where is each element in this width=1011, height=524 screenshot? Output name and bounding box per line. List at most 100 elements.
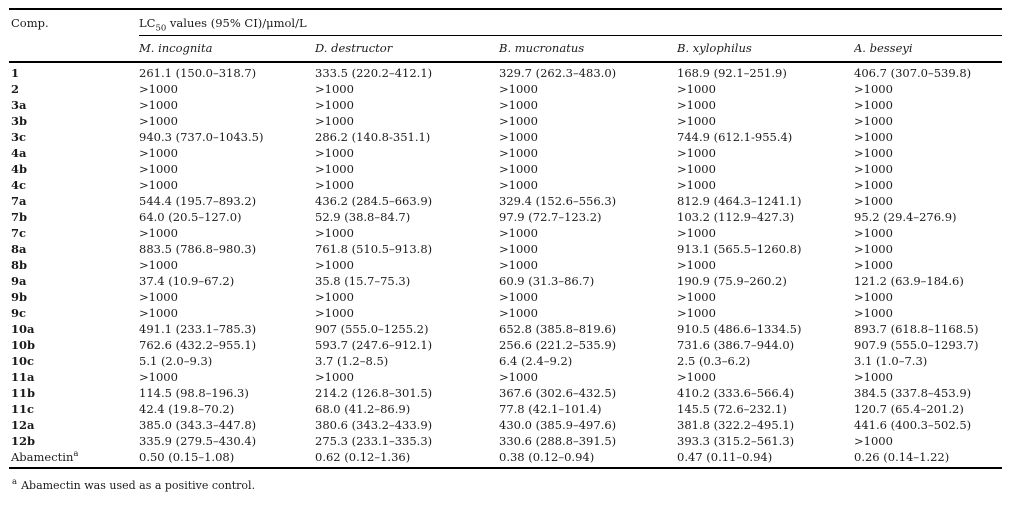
compound-label: 8b bbox=[9, 257, 139, 273]
lc50-value-cell: 95.2 (29.4–276.9) bbox=[854, 210, 957, 224]
lc50-table: Comp. LC50 values (95% CI)/μmol/L M. inc… bbox=[9, 8, 1002, 469]
lc50-value-cell: 190.9 (75.9–260.2) bbox=[677, 274, 787, 288]
lc50-units: values (95% CI)/μmol/L bbox=[166, 16, 307, 30]
lc50-value-cell: 6.4 (2.4–9.2) bbox=[499, 354, 573, 368]
compound-name: 12a bbox=[11, 418, 35, 432]
lc50-value-cell: >1000 bbox=[854, 306, 893, 320]
lc50-value-cell: >1000 bbox=[139, 306, 178, 320]
lc50-value-cell: >1000 bbox=[677, 290, 716, 304]
lc50-value-cell: >1000 bbox=[315, 258, 354, 272]
lc50-value-cell: 393.3 (315.2–561.3) bbox=[677, 434, 795, 448]
lc50-value-cell: 37.4 (10.9–67.2) bbox=[139, 274, 235, 288]
lc50-value-cell: >1000 bbox=[315, 114, 354, 128]
comp-column-header: Comp. bbox=[9, 9, 139, 63]
compound-label: 1 bbox=[9, 62, 139, 81]
lc50-value-cell: 261.1 (150.0–318.7) bbox=[139, 66, 257, 80]
table-row: 10a 491.1 (233.1–785.3) 907 (555.0–1255.2)… bbox=[9, 321, 1002, 337]
group-header-row: Comp. LC50 values (95% CI)/μmol/L bbox=[9, 9, 1002, 63]
compound-label: 4a bbox=[9, 145, 139, 161]
lc50-value-cell: 329.4 (152.6–556.3) bbox=[499, 194, 617, 208]
lc50-value-cell: 367.6 (302.6–432.5) bbox=[499, 386, 617, 400]
table-row: 11a >1000 >1000 >1000 >1000 >1000 bbox=[9, 369, 1002, 385]
compound-label: 12a bbox=[9, 417, 139, 433]
lc50-value-cell: >1000 bbox=[677, 82, 716, 96]
lc50-value-cell: >1000 bbox=[677, 98, 716, 112]
footnote: a Abamectin was used as a positive contro… bbox=[9, 478, 1002, 492]
lc50-value-cell: >1000 bbox=[854, 178, 893, 192]
lc50-value-cell: >1000 bbox=[139, 162, 178, 176]
lc50-value-cell: 940.3 (737.0–1043.5) bbox=[139, 130, 264, 144]
lc50-value-cell: 491.1 (233.1–785.3) bbox=[139, 322, 257, 336]
compound-name: 3c bbox=[11, 130, 27, 144]
compound-name: 11c bbox=[11, 402, 35, 416]
compound-name: 11b bbox=[11, 386, 36, 400]
lc50-value-cell: >1000 bbox=[854, 130, 893, 144]
lc50-value-cell: 2.5 (0.3–6.2) bbox=[677, 354, 751, 368]
compound-label: 10b bbox=[9, 337, 139, 353]
lc50-value-cell: 384.5 (337.8–453.9) bbox=[854, 386, 972, 400]
lc50-value-cell: >1000 bbox=[499, 114, 538, 128]
lc50-value-cell: >1000 bbox=[139, 370, 178, 384]
lc50-value-cell: 68.0 (41.2–86.9) bbox=[315, 402, 411, 416]
table-row: 8a 883.5 (786.8–980.3) 761.8 (510.5–913.8)… bbox=[9, 241, 1002, 257]
lc50-value-cell: >1000 bbox=[315, 290, 354, 304]
lc50-value-cell: >1000 bbox=[854, 114, 893, 128]
lc50-value-cell: >1000 bbox=[677, 370, 716, 384]
table-header: Comp. LC50 values (95% CI)/μmol/L M. inc… bbox=[9, 9, 1002, 63]
compound-label: 10c bbox=[9, 353, 139, 369]
compound-name: 4b bbox=[11, 162, 28, 176]
lc50-value-cell: 913.1 (565.5–1260.8) bbox=[677, 242, 802, 256]
compound-name: 7a bbox=[11, 194, 27, 208]
compound-footnote-marker: a bbox=[73, 449, 79, 460]
compound-label: 7b bbox=[9, 209, 139, 225]
footnote-text: Abamectin was used as a positive control… bbox=[21, 479, 256, 492]
lc50-value-cell: 275.3 (233.1–335.3) bbox=[315, 434, 433, 448]
lc50-value-cell: >1000 bbox=[677, 226, 716, 240]
lc50-value-cell: 436.2 (284.5–663.9) bbox=[315, 194, 433, 208]
lc50-value-cell: 256.6 (221.2–535.9) bbox=[499, 338, 617, 352]
lc50-value-cell: 335.9 (279.5–430.4) bbox=[139, 434, 257, 448]
compound-label: 4b bbox=[9, 161, 139, 177]
compound-label: 2 bbox=[9, 81, 139, 97]
lc50-value-cell: >1000 bbox=[139, 82, 178, 96]
compound-name: 8a bbox=[11, 242, 27, 256]
lc50-value-cell: 406.7 (307.0–539.8) bbox=[854, 66, 972, 80]
lc50-value-cell: >1000 bbox=[315, 178, 354, 192]
lc50-value-cell: >1000 bbox=[499, 130, 538, 144]
lc50-value-cell: 330.6 (288.8–391.5) bbox=[499, 434, 617, 448]
compound-label: 9a bbox=[9, 273, 139, 289]
lc50-value-cell: 97.9 (72.7–123.2) bbox=[499, 210, 602, 224]
lc50-value-cell: 744.9 (612.1-955.4) bbox=[677, 130, 793, 144]
lc50-value-cell: >1000 bbox=[499, 146, 538, 160]
lc50-value-cell: 3.1 (1.0–7.3) bbox=[854, 354, 928, 368]
lc50-value-cell: 35.8 (15.7–75.3) bbox=[315, 274, 411, 288]
lc50-group-header: LC50 values (95% CI)/μmol/L bbox=[139, 9, 1002, 36]
lc50-value-cell: >1000 bbox=[854, 434, 893, 448]
lc50-value-cell: 544.4 (195.7–893.2) bbox=[139, 194, 257, 208]
lc50-value-cell: >1000 bbox=[139, 98, 178, 112]
table-row: 4b >1000 >1000 >1000 >1000 >1000 bbox=[9, 161, 1002, 177]
table-row: 9b >1000 >1000 >1000 >1000 >1000 bbox=[9, 289, 1002, 305]
compound-name: 3a bbox=[11, 98, 27, 112]
lc50-value-cell: >1000 bbox=[499, 242, 538, 256]
lc50-value-cell: >1000 bbox=[499, 226, 538, 240]
compound-name: 11a bbox=[11, 370, 35, 384]
lc50-value-cell: 731.6 (386.7–944.0) bbox=[677, 338, 795, 352]
lc50-value-cell: 430.0 (385.9–497.6) bbox=[499, 418, 617, 432]
compound-label: 7c bbox=[9, 225, 139, 241]
compound-name: 9c bbox=[11, 306, 27, 320]
table-row: 7c >1000 >1000 >1000 >1000 >1000 bbox=[9, 225, 1002, 241]
lc50-value-cell: >1000 bbox=[139, 226, 178, 240]
compound-name: 9a bbox=[11, 274, 27, 288]
lc50-value-cell: >1000 bbox=[677, 178, 716, 192]
lc50-value-cell: >1000 bbox=[315, 98, 354, 112]
lc50-value-cell: 441.6 (400.3–502.5) bbox=[854, 418, 972, 432]
compound-label: 4c bbox=[9, 177, 139, 193]
table-row: 9c >1000 >1000 >1000 >1000 >1000 bbox=[9, 305, 1002, 321]
column-header-b-xylophilus: B. xylophilus bbox=[677, 35, 854, 63]
table-row: 3b >1000 >1000 >1000 >1000 >1000 bbox=[9, 113, 1002, 129]
lc50-value-cell: >1000 bbox=[499, 82, 538, 96]
column-header-d-destructor: D. destructor bbox=[315, 35, 499, 63]
lc50-value-cell: >1000 bbox=[139, 114, 178, 128]
compound-name: 9b bbox=[11, 290, 28, 304]
